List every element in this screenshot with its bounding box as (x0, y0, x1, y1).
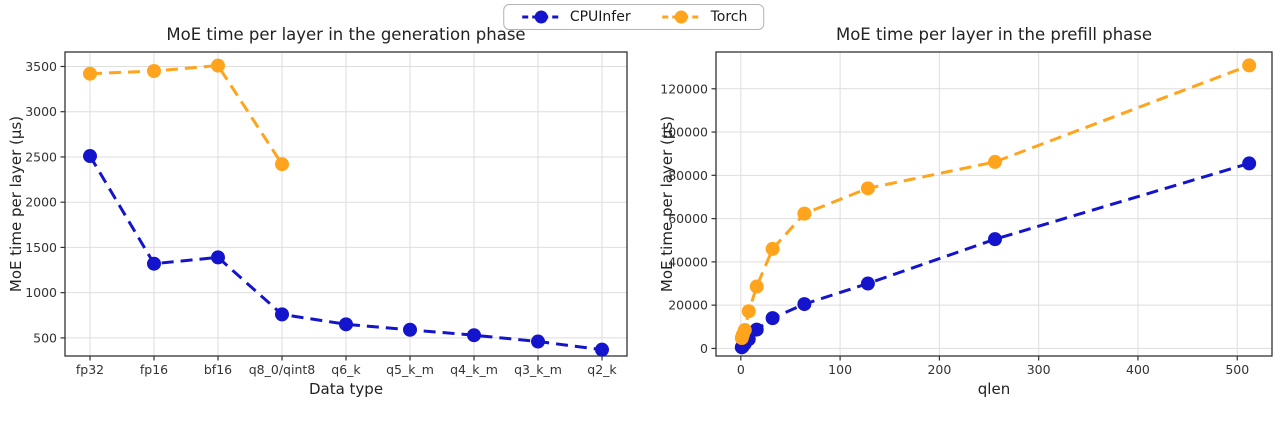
svg-text:2500: 2500 (25, 149, 57, 164)
svg-text:1500: 1500 (25, 240, 57, 255)
svg-text:80000: 80000 (668, 168, 708, 183)
svg-text:3500: 3500 (25, 59, 57, 74)
legend-item-cpuinfer: CPUInfer (520, 9, 631, 25)
svg-text:1000: 1000 (25, 285, 57, 300)
svg-text:q3_k_m: q3_k_m (514, 362, 562, 377)
svg-text:q5_k_m: q5_k_m (386, 362, 434, 377)
svg-text:300: 300 (1027, 362, 1051, 377)
svg-text:qlen: qlen (978, 380, 1010, 398)
legend-label-torch: Torch (710, 9, 748, 25)
svg-text:MoE time per layer (μs): MoE time per layer (μs) (658, 116, 676, 292)
svg-text:q2_k: q2_k (587, 362, 617, 377)
svg-text:500: 500 (1225, 362, 1249, 377)
svg-text:500: 500 (33, 330, 57, 345)
svg-text:0: 0 (737, 362, 745, 377)
svg-text:3000: 3000 (25, 104, 57, 119)
svg-text:0: 0 (700, 341, 708, 356)
svg-text:bf16: bf16 (204, 362, 232, 377)
prefill-phase-chart: 0 20000 40000 60000 80000 100000 120000 0 100 200… (658, 25, 1273, 398)
svg-text:100000: 100000 (660, 125, 708, 140)
svg-text:MoE time per layer (μs): MoE time per layer (μs) (7, 116, 25, 292)
svg-text:Data type: Data type (309, 380, 383, 398)
svg-text:q4_k_m: q4_k_m (450, 362, 498, 377)
svg-text:120000: 120000 (660, 81, 708, 96)
svg-text:MoE time per layer in the pref: MoE time per layer in the prefill phase (836, 25, 1152, 44)
svg-text:400: 400 (1126, 362, 1150, 377)
chart-legend: CPUInfer Torch (502, 4, 765, 30)
svg-text:fp32: fp32 (76, 362, 104, 377)
svg-text:q8_0/qint8: q8_0/qint8 (249, 362, 316, 377)
svg-text:20000: 20000 (668, 298, 708, 313)
legend-label-cpuinfer: CPUInfer (569, 9, 631, 25)
generation-phase-chart: 500 1000 1500 2000 2500 3000 3500 fp32 fp16 bf16 q… (7, 25, 628, 398)
svg-text:60000: 60000 (668, 211, 708, 226)
legend-marker-icon (662, 10, 701, 24)
svg-text:200: 200 (927, 362, 951, 377)
svg-text:40000: 40000 (668, 254, 708, 269)
svg-text:2000: 2000 (25, 195, 57, 210)
legend-marker-icon (521, 10, 560, 24)
svg-text:fp16: fp16 (140, 362, 168, 377)
svg-text:100: 100 (828, 362, 852, 377)
legend-item-torch: Torch (661, 9, 748, 25)
svg-text:q6_k: q6_k (331, 362, 361, 377)
svg-text:MoE time per layer in the gene: MoE time per layer in the generation pha… (166, 25, 525, 44)
